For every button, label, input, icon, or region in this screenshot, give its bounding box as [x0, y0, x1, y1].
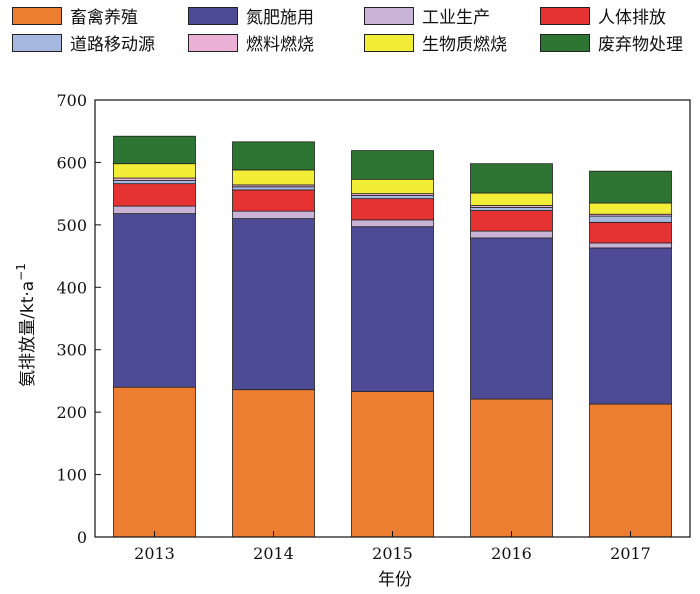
- bar-segment: [113, 183, 196, 207]
- legend-item: 燃料燃烧: [188, 29, 364, 56]
- bar-segment: [470, 192, 553, 206]
- legend-label: 废弃物处理: [598, 35, 683, 55]
- y-tick-label: 0: [77, 528, 87, 547]
- bar-segment: [589, 221, 672, 244]
- y-tick-label: 600: [56, 153, 87, 172]
- legend-label: 畜禽养殖: [70, 8, 138, 28]
- legend-label: 道路移动源: [70, 35, 155, 55]
- bar-segment: [589, 242, 672, 249]
- legend-swatch: [12, 6, 62, 25]
- x-axis-label: 年份: [378, 570, 412, 590]
- legend-item: 人体排放: [540, 2, 700, 29]
- x-tick-label: 2017: [610, 544, 651, 563]
- y-tick-label: 700: [56, 91, 87, 110]
- bar-segment: [470, 206, 553, 211]
- bar-segment: [351, 150, 434, 180]
- legend-swatch: [188, 33, 238, 52]
- bar-segment: [470, 237, 553, 400]
- bar-segment: [113, 213, 196, 388]
- legend-item: 氮肥施用: [188, 2, 364, 29]
- bar-segment: [589, 170, 672, 204]
- bar-segment: [113, 205, 196, 215]
- bar-segment: [589, 403, 672, 538]
- bar-segment: [351, 391, 434, 538]
- bar-segment: [589, 202, 672, 215]
- y-tick-label: 400: [56, 278, 87, 297]
- legend-swatch: [364, 6, 414, 25]
- bar-segment: [232, 141, 315, 171]
- bar-segment: [470, 398, 553, 538]
- legend-swatch: [540, 6, 590, 25]
- x-tick-label: 2013: [134, 544, 175, 563]
- bar-segment: [351, 178, 434, 195]
- bar-segment: [113, 163, 196, 179]
- legend-item: 畜禽养殖: [12, 2, 188, 29]
- legend: 畜禽养殖 氮肥施用 工业生产 人体排放道路移动源 燃料燃烧 生物质燃烧 废弃物处理: [12, 2, 700, 60]
- x-tick-label: 2014: [253, 544, 294, 563]
- legend-label: 工业生产: [422, 8, 490, 28]
- bars-group: [113, 135, 672, 538]
- bar-segment: [470, 163, 553, 194]
- legend-swatch: [12, 33, 62, 52]
- bar-segment: [232, 186, 315, 191]
- legend-swatch: [540, 33, 590, 52]
- legend-label: 人体排放: [598, 8, 666, 28]
- legend-label: 生物质燃烧: [422, 35, 507, 55]
- bar-segment: [470, 230, 553, 239]
- legend-label: 燃料燃烧: [246, 35, 314, 55]
- legend-item: 生物质燃烧: [364, 29, 540, 56]
- bar-segment: [470, 210, 553, 232]
- bar-segment: [351, 219, 434, 228]
- bar-segment: [232, 210, 315, 220]
- bar-segment: [589, 247, 672, 405]
- y-tick-label: 300: [56, 341, 87, 360]
- legend-item: 道路移动源: [12, 29, 188, 56]
- bar-segment: [113, 180, 196, 185]
- bar-segment: [113, 386, 196, 538]
- bar-segment: [232, 189, 315, 212]
- axes-group: 2013 2014 2015 2016 2017 0 100 200 300 400 500 600 7…: [56, 91, 691, 563]
- y-axis-label-exponent: −1: [14, 263, 28, 281]
- bar-segment: [232, 389, 315, 538]
- legend-item: 废弃物处理: [540, 29, 700, 56]
- legend-swatch: [188, 6, 238, 25]
- y-tick-label: 200: [56, 403, 87, 422]
- y-axis-label: 氨排放量/kt·a−1: [14, 263, 38, 387]
- y-tick-label: 500: [56, 216, 87, 235]
- bar-segment: [232, 169, 315, 186]
- bar-segment: [232, 218, 315, 391]
- bar-segment: [589, 215, 672, 223]
- y-tick-label: 100: [56, 466, 87, 485]
- bar-segment: [351, 198, 434, 221]
- x-tick-label: 2016: [491, 544, 532, 563]
- legend-item: 工业生产: [364, 2, 540, 29]
- legend-label: 氮肥施用: [246, 8, 314, 28]
- bar-segment: [351, 195, 434, 200]
- legend-swatch: [364, 33, 414, 52]
- bar-segment: [113, 135, 196, 165]
- bar-segment: [351, 226, 434, 392]
- plot-frame: [94, 99, 691, 538]
- x-tick-label: 2015: [372, 544, 413, 563]
